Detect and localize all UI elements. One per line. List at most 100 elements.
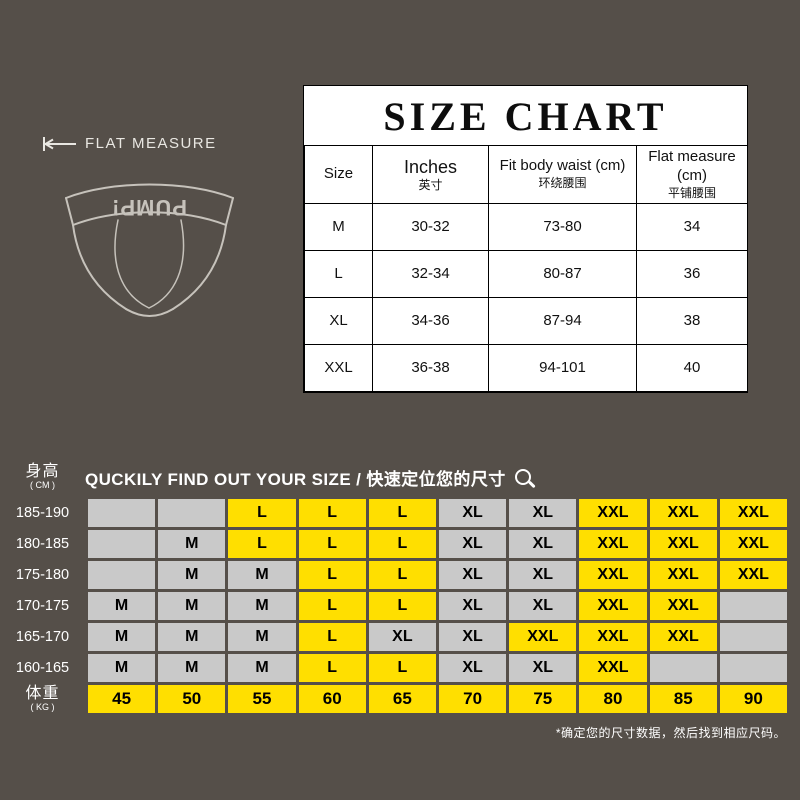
size-cell: L [368, 654, 436, 682]
finder-header: 身高 ( CM ) QUCKILY FIND OUT YOUR SIZE / 快… [0, 455, 800, 499]
size-cell: XXL [719, 499, 787, 527]
size-cell: XL [438, 561, 507, 589]
size-cell: XL [438, 499, 507, 527]
size-chart-table: Size Inches 英寸 Fit body waist (cm) 环绕腰围 Flat … [304, 145, 748, 392]
height-row-label: 185-190 [15, 505, 70, 521]
weight-axis-unit: ( KG ) [30, 701, 55, 712]
weight-value-cell: 70 [438, 685, 507, 713]
size-cell: M [228, 561, 296, 589]
size-chart-cell: 80-87 [488, 249, 637, 298]
size-cell: L [298, 561, 366, 589]
size-finder-grid: 185-190 L L L XL XL XXL XXL XXL 180-185 M L L L XL XL XX… [0, 499, 800, 713]
weight-value-cell: 45 [88, 685, 156, 713]
size-cell: XXL [579, 623, 647, 651]
size-chart-cell: 87-94 [488, 296, 637, 345]
size-cell: XL [368, 623, 436, 651]
size-chart-cell: 94-101 [488, 343, 637, 392]
size-cell: L [368, 592, 436, 620]
height-axis-label: 身高 ( CM ) [0, 462, 85, 490]
finder-title-text: QUCKILY FIND OUT YOUR SIZE / 快速定位您的尺寸 [85, 469, 506, 489]
size-cell: M [158, 592, 226, 620]
size-cell: XXL [579, 654, 647, 682]
size-chart-cell: M [304, 202, 373, 251]
size-cell: L [228, 530, 296, 558]
size-chart-cell: L [304, 249, 373, 298]
size-cell: XL [509, 654, 577, 682]
size-cell: XXL [649, 530, 717, 558]
header-line2: 环绕腰围 [538, 176, 587, 191]
size-cell-empty [649, 654, 717, 682]
size-cell: M [88, 592, 156, 620]
brand-text: PUMP! [111, 195, 187, 220]
size-chart-cell: 32-34 [372, 249, 489, 298]
size-cell: L [298, 530, 366, 558]
size-chart-row: M 30-32 73-80 34 [304, 202, 748, 251]
size-cell: XXL [579, 530, 647, 558]
height-row-label: 170-175 [15, 598, 70, 614]
header-line1: Inches [403, 156, 458, 177]
size-cell: M [228, 654, 296, 682]
size-chart-cell: 36-38 [372, 343, 489, 392]
height-axis-unit: ( CM ) [30, 479, 55, 490]
size-cell: XL [438, 654, 507, 682]
size-chart-header-cell: Fit body waist (cm) 环绕腰围 [488, 145, 637, 204]
size-cell: L [298, 499, 366, 527]
size-cell: M [158, 623, 226, 651]
header-line1: Fit body waist (cm) [499, 157, 626, 175]
size-cell: L [368, 499, 436, 527]
measure-arrow-icon [43, 136, 76, 151]
size-cell: XXL [579, 592, 647, 620]
size-chart-header-cell: Size [304, 145, 373, 204]
weight-axis-text: 体重 [25, 684, 60, 702]
weight-value-cell: 65 [368, 685, 436, 713]
size-chart-row: XXL 36-38 94-101 40 [304, 343, 748, 392]
size-cell: XL [438, 530, 507, 558]
briefs-drawing-icon: PUMP! [65, 183, 234, 317]
size-cell: XXL [579, 561, 647, 589]
header-line2: 平铺腰围 [667, 185, 716, 200]
size-chart-row: L 32-34 80-87 36 [304, 249, 748, 298]
size-cell: XXL [719, 530, 787, 558]
size-cell: XXL [579, 499, 647, 527]
size-cell-empty [719, 623, 787, 651]
size-chart-cell: 38 [636, 296, 748, 345]
size-cell-empty [719, 592, 787, 620]
size-cell: XL [438, 623, 507, 651]
size-cell: L [298, 592, 366, 620]
size-cell: XXL [509, 623, 577, 651]
size-cell: XXL [649, 499, 717, 527]
weight-axis-label: 体重( KG ) [0, 685, 85, 713]
size-cell-empty [719, 654, 787, 682]
size-cell: XL [509, 561, 577, 589]
header-line2: 英寸 [418, 178, 443, 192]
weight-value-cell: 55 [228, 685, 296, 713]
size-chart-row: XL 34-36 87-94 38 [304, 296, 748, 345]
size-cell-empty [88, 561, 156, 589]
flat-measure-label: FLAT MEASURE [42, 135, 252, 152]
weight-value-cell: 75 [509, 685, 577, 713]
size-cell: XL [509, 499, 577, 527]
size-finder-section: 身高 ( CM ) QUCKILY FIND OUT YOUR SIZE / 快… [0, 455, 800, 741]
size-chart-header-cell: Flat measure (cm) 平铺腰围 [636, 145, 748, 204]
size-cell: XXL [719, 561, 787, 589]
size-cell: M [88, 623, 156, 651]
size-cell: L [368, 530, 436, 558]
weight-value-cell: 80 [579, 685, 647, 713]
size-cell: XL [509, 592, 577, 620]
height-axis-text: 身高 [25, 462, 60, 480]
header-line1: Size [323, 164, 354, 182]
size-chart-cell: XL [304, 296, 373, 345]
size-cell-empty [158, 499, 226, 527]
weight-value-cell: 85 [649, 685, 717, 713]
size-cell: XXL [649, 623, 717, 651]
size-chart-header-cell: Inches 英寸 [372, 145, 489, 204]
height-row-label: 160-165 [15, 660, 70, 676]
size-chart-panel: SIZE CHART Size Inches 英寸 Fit body waist (c… [303, 85, 748, 393]
size-cell: XL [438, 592, 507, 620]
size-chart-cell: 30-32 [372, 202, 489, 251]
size-cell-empty [88, 530, 156, 558]
size-chart-header-row: Size Inches 英寸 Fit body waist (cm) 环绕腰围 Flat … [304, 145, 748, 204]
size-cell: L [298, 623, 366, 651]
size-cell: M [158, 654, 226, 682]
